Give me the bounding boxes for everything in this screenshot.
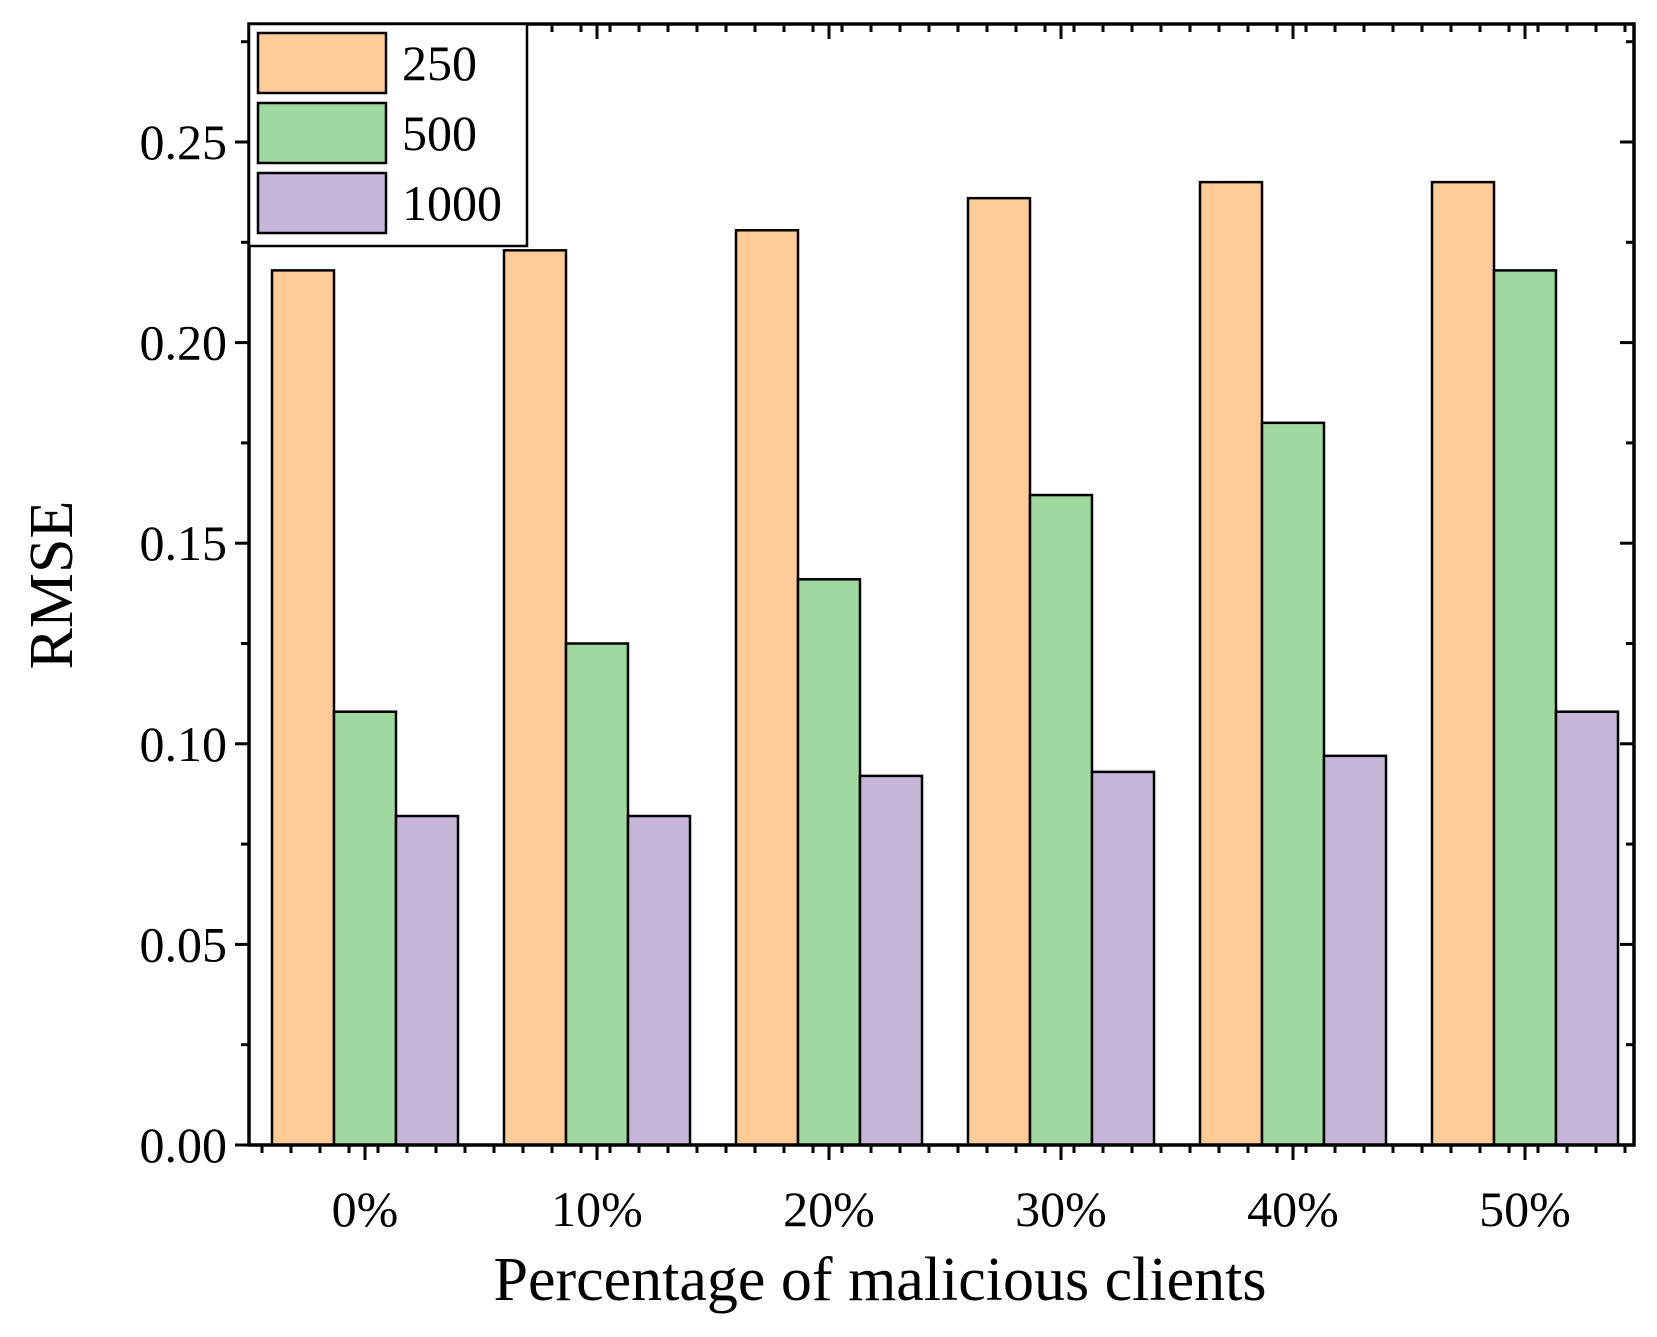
bar-500-0pct [332,710,398,1147]
y-tick-label: 0.10 [140,716,228,772]
legend-label-500: 500 [402,105,477,161]
y-tick-label: 0.00 [140,1117,228,1173]
legend-swatch-500 [256,101,388,165]
bar-250-50pct [1430,180,1496,1147]
y-tick-label: 0.15 [140,515,228,571]
legend-label-250: 250 [402,35,477,91]
bar-500-30pct [1028,493,1094,1147]
bar-250-0pct [270,269,336,1147]
bar-500-20pct [796,578,862,1147]
bar-1000-0pct [394,814,460,1147]
bar-1000-50pct [1554,710,1620,1147]
bar-1000-10pct [626,814,692,1147]
tick-labels-layer: 0.00 0.05 0.10 0.15 0.20 0.25 0% 10% 20% 30% 40% 50… [140,114,1571,1237]
y-tick-label: 0.25 [140,114,228,170]
x-tick-label: 30% [1015,1181,1107,1237]
x-tick-label: 10% [551,1181,643,1237]
bars-layer [270,180,1620,1147]
x-tick-label: 50% [1479,1181,1571,1237]
x-tick-label: 20% [783,1181,875,1237]
bar-500-40pct [1260,421,1326,1147]
bar-250-40pct [1198,180,1264,1147]
legend: 250 500 1000 [247,22,529,248]
bar-250-20pct [734,229,800,1147]
y-axis-title: RMSE [18,501,86,670]
legend-label-1000: 1000 [402,175,502,231]
plot-frame [247,22,1636,1147]
legend-swatch-250 [256,31,388,95]
x-tick-label: 40% [1247,1181,1339,1237]
x-tick-label: 0% [332,1181,399,1237]
x-axis-title: Percentage of malicious clients [493,1246,1266,1314]
bar-500-10pct [564,642,630,1147]
bar-1000-20pct [858,774,924,1147]
bar-1000-30pct [1090,770,1156,1147]
bar-250-10pct [502,249,568,1147]
y-tick-label: 0.05 [140,916,228,972]
bar-1000-40pct [1322,754,1388,1147]
bar-250-30pct [966,196,1032,1147]
y-tick-label: 0.20 [140,315,228,371]
legend-swatch-1000 [256,171,388,235]
bar-500-50pct [1492,269,1558,1147]
